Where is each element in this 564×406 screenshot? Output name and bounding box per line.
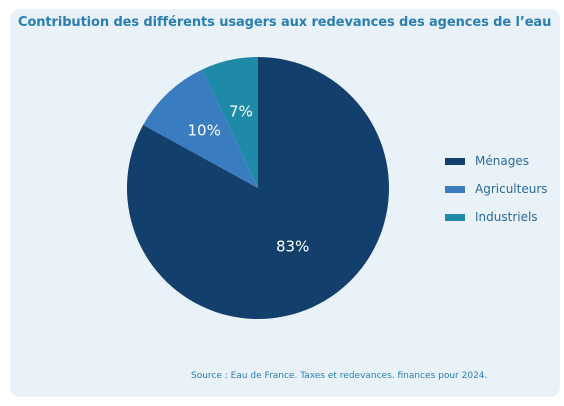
pie-slice-industriels (202, 57, 258, 188)
legend-label-agriculteurs: Agriculteurs (475, 182, 548, 196)
legend-label-menages: Ménages (475, 154, 529, 168)
slice-label-menages: 83% (276, 238, 309, 256)
slice-label-agriculteurs: 10% (188, 122, 221, 140)
legend-label-industriels: Industriels (475, 210, 538, 224)
source-note: Source : Eau de France. Taxes et redevan… (191, 371, 488, 381)
legend-swatch-menages (445, 157, 465, 165)
legend: Ménages Agriculteurs Industriels (445, 152, 548, 236)
legend-item-agriculteurs: Agriculteurs (445, 180, 548, 198)
chart-title: Contribution des différents usagers aux … (18, 15, 552, 30)
pie-slice-menages (126, 57, 389, 320)
legend-swatch-agriculteurs (445, 185, 465, 193)
slice-label-industriels: 7% (229, 102, 253, 120)
pie-slice-agriculteurs (143, 69, 258, 188)
legend-swatch-industriels (445, 213, 465, 221)
legend-item-menages: Ménages (445, 152, 548, 170)
legend-item-industriels: Industriels (445, 208, 548, 226)
